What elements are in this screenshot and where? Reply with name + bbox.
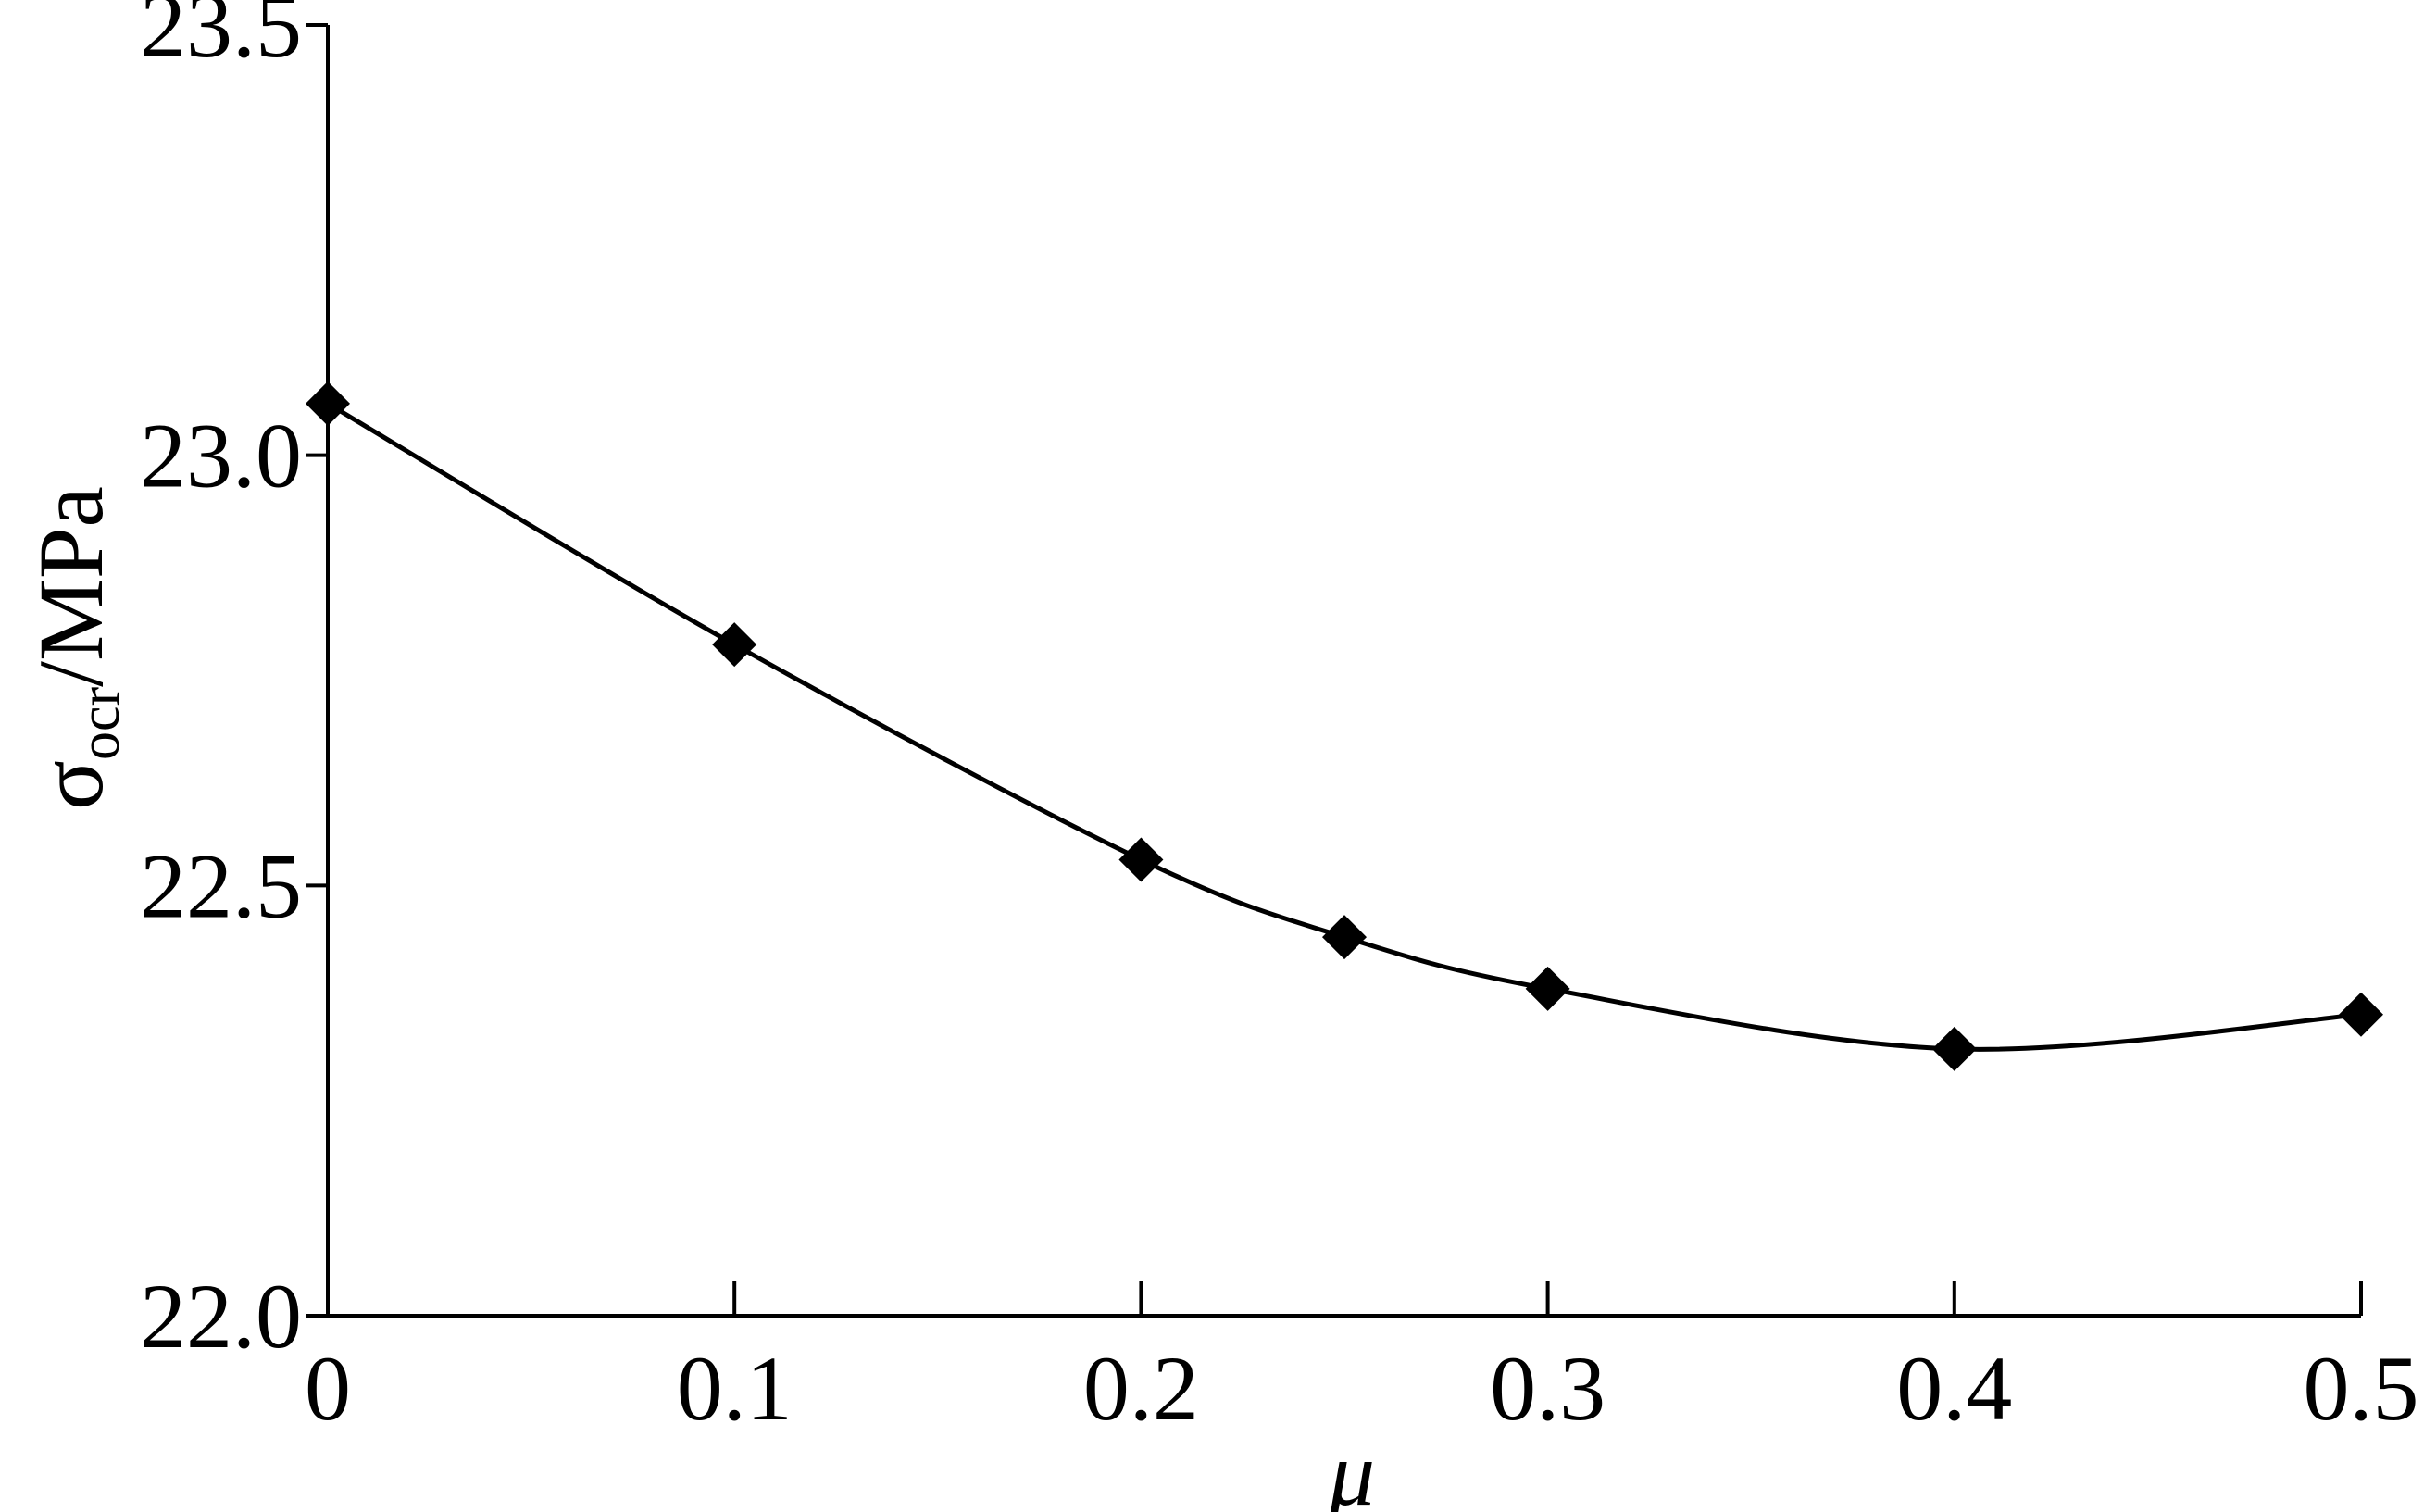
- y-title-subscript: ocr: [69, 686, 131, 760]
- x-tick-label: 0.4: [1896, 1337, 2012, 1440]
- marker-diamond: [1118, 837, 1164, 882]
- x-tick-label: 0.3: [1490, 1337, 1606, 1440]
- y-tick-label: 22.0: [140, 1265, 302, 1368]
- x-tick-label: 0: [305, 1337, 351, 1440]
- marker-diamond: [1525, 966, 1570, 1011]
- marker-diamond: [306, 381, 350, 426]
- y-tick-label: 23.0: [140, 405, 302, 507]
- x-tick-label: 0.1: [677, 1337, 793, 1440]
- marker-diamond: [712, 622, 757, 668]
- y-axis-title: σocr/MPa: [19, 486, 131, 810]
- x-tick-label: 0.2: [1083, 1337, 1199, 1440]
- y-title-symbol: σ: [19, 760, 122, 810]
- y-tick-label: 23.5: [140, 0, 302, 77]
- x-tick-label: 0.5: [2304, 1337, 2419, 1440]
- marker-diamond: [1931, 1026, 1977, 1071]
- y-tick-label: 22.5: [140, 834, 302, 937]
- marker-diamond: [2339, 992, 2383, 1037]
- marker-diamond: [1322, 915, 1367, 960]
- x-axis-title: μ: [1328, 1422, 1375, 1512]
- y-title-unit: /MPa: [19, 486, 122, 687]
